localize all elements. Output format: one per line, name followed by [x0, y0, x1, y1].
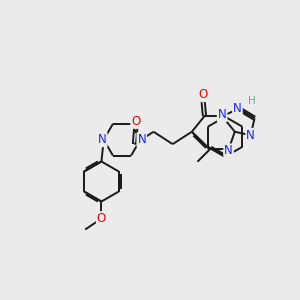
Text: O: O — [131, 115, 140, 128]
Text: N: N — [218, 108, 226, 121]
Text: O: O — [198, 88, 208, 101]
Text: O: O — [97, 212, 106, 225]
Text: N: N — [98, 133, 107, 146]
Text: N: N — [246, 129, 255, 142]
Text: N: N — [137, 133, 146, 146]
Text: N: N — [233, 102, 242, 115]
Text: N: N — [224, 144, 233, 158]
Text: H: H — [248, 96, 256, 106]
